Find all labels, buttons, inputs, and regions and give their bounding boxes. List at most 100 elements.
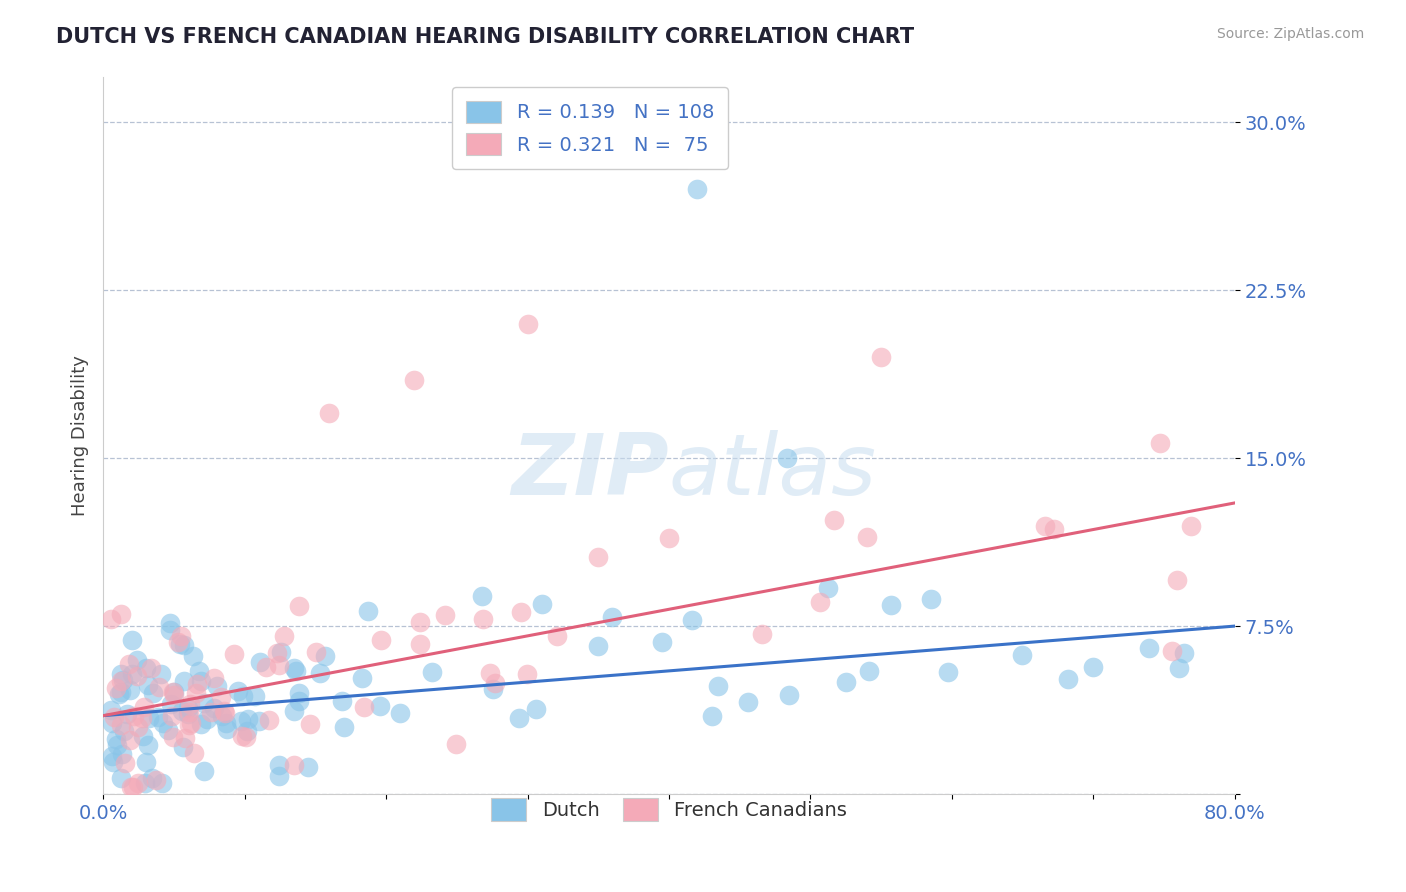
Point (308, 665, 330, 680)
Point (183, 747, 205, 761)
Point (602, 610, 624, 624)
Point (284, 665, 307, 679)
Point (880, 598, 903, 612)
Point (104, 732, 127, 747)
Point (110, 674, 132, 689)
Point (681, 613, 703, 627)
Point (125, 669, 148, 683)
Point (202, 671, 225, 685)
Point (136, 739, 159, 753)
Point (245, 689, 267, 703)
Point (141, 771, 163, 785)
Point (1173, 646, 1195, 660)
Point (1056, 672, 1078, 686)
Point (247, 714, 270, 728)
Point (115, 707, 138, 722)
Point (776, 451, 799, 466)
Point (283, 705, 305, 719)
Point (142, 686, 165, 700)
Point (318, 406, 340, 420)
Text: Source: ZipAtlas.com: Source: ZipAtlas.com (1216, 27, 1364, 41)
Point (288, 694, 311, 708)
Point (314, 648, 336, 663)
Point (920, 591, 942, 606)
Point (121, 632, 143, 647)
Point (173, 673, 195, 688)
Y-axis label: Hearing Disability: Hearing Disability (72, 355, 89, 516)
Point (117, 657, 139, 672)
Point (516, 666, 538, 681)
Point (120, 682, 142, 697)
Point (212, 704, 235, 718)
Point (103, 755, 125, 769)
Point (530, 597, 553, 611)
Point (222, 647, 245, 661)
Point (283, 758, 305, 772)
Point (108, 687, 131, 701)
Point (177, 700, 200, 714)
Point (110, 685, 132, 699)
Point (195, 712, 218, 726)
Text: DUTCH VS FRENCH CANADIAN HEARING DISABILITY CORRELATION CHART: DUTCH VS FRENCH CANADIAN HEARING DISABIL… (56, 27, 914, 46)
Point (139, 660, 162, 674)
Point (270, 645, 292, 659)
Point (231, 729, 253, 743)
Point (388, 706, 411, 721)
Point (132, 729, 155, 743)
Point (287, 599, 309, 614)
Point (249, 656, 271, 670)
Point (121, 666, 143, 681)
Point (167, 635, 190, 649)
Point (856, 530, 879, 544)
Point (408, 615, 430, 629)
Point (120, 780, 142, 795)
Point (1161, 643, 1184, 657)
Point (215, 715, 238, 730)
Point (267, 757, 290, 772)
Point (1139, 640, 1161, 655)
Point (205, 679, 228, 693)
Point (737, 695, 759, 709)
Point (193, 696, 215, 710)
Point (420, 665, 443, 680)
Point (110, 607, 132, 622)
Point (190, 717, 212, 731)
Point (100, 749, 122, 764)
Point (177, 706, 200, 721)
Point (433, 607, 456, 622)
Point (808, 595, 831, 609)
Point (187, 664, 209, 678)
Point (651, 635, 673, 649)
Point (112, 723, 135, 738)
Point (232, 689, 254, 703)
Point (586, 550, 609, 565)
Point (524, 702, 547, 716)
Point (110, 667, 132, 681)
Point (179, 705, 201, 719)
Point (121, 780, 143, 795)
Point (546, 629, 568, 643)
Point (330, 694, 353, 708)
Point (288, 685, 311, 699)
Point (122, 709, 145, 723)
Point (702, 709, 724, 723)
Point (150, 776, 173, 790)
Point (131, 711, 153, 725)
Point (152, 716, 174, 731)
Point (159, 615, 181, 630)
Point (404, 373, 426, 387)
Point (138, 710, 160, 724)
Point (132, 700, 155, 714)
Point (1033, 519, 1056, 533)
Point (817, 581, 839, 595)
Point (135, 755, 157, 769)
Point (100, 715, 122, 730)
Point (357, 604, 380, 618)
Point (159, 623, 181, 637)
Point (305, 645, 328, 659)
Point (170, 630, 193, 644)
Point (215, 722, 238, 736)
Point (112, 673, 135, 687)
Point (353, 700, 375, 714)
Point (138, 678, 160, 692)
